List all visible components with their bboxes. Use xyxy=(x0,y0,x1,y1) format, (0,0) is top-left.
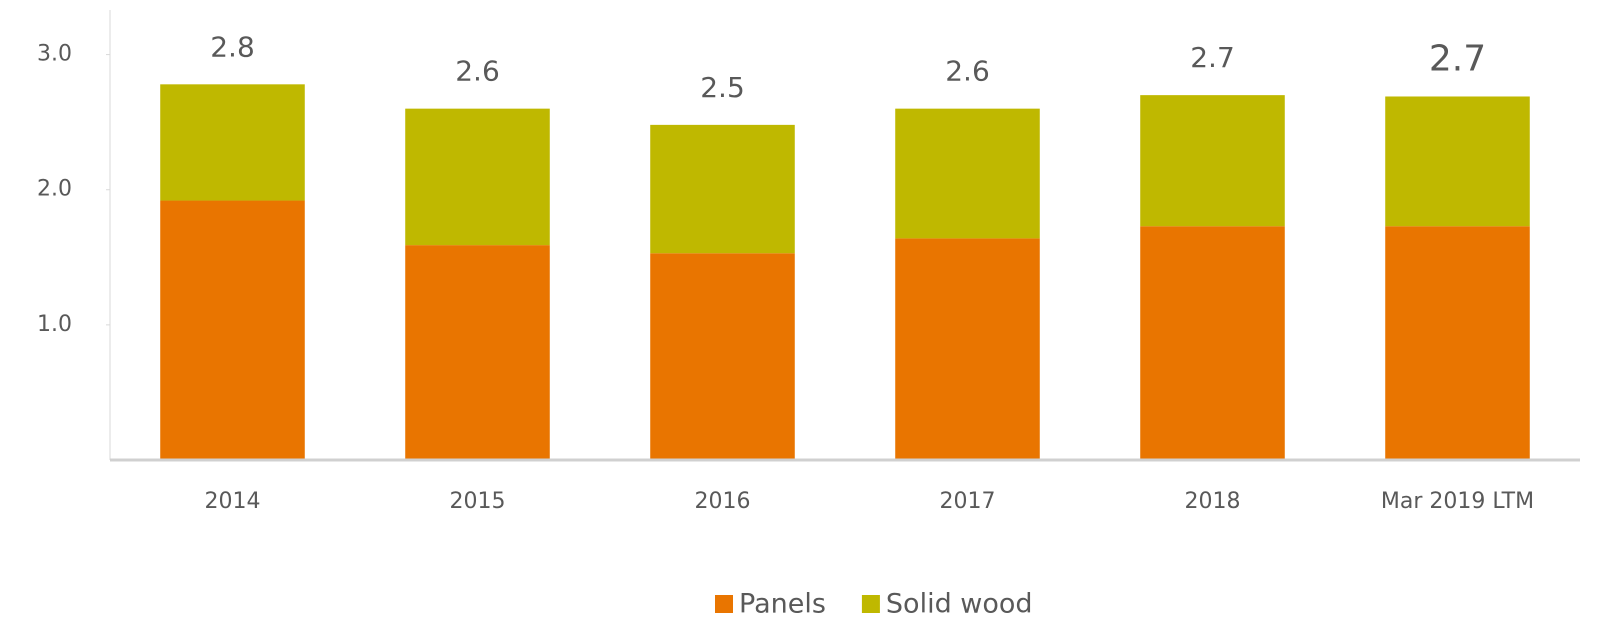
y-tick-label: 3.0 xyxy=(37,42,72,67)
bar-segment xyxy=(405,245,550,460)
x-tick-label: 2016 xyxy=(695,489,751,514)
y-tick-label: 2.0 xyxy=(37,177,72,202)
total-label: 2.5 xyxy=(700,71,745,104)
total-label: 2.7 xyxy=(1429,38,1486,79)
x-tick-label: 2017 xyxy=(940,489,996,514)
bar-segment xyxy=(650,253,795,460)
legend-label: Panels xyxy=(739,589,826,620)
x-tick-label: Mar 2019 LTM xyxy=(1381,489,1534,514)
bar-segment xyxy=(1385,96,1530,227)
legend-swatch xyxy=(715,595,733,613)
total-label: 2.6 xyxy=(945,55,990,88)
bar-segment xyxy=(160,84,305,201)
total-label: 2.7 xyxy=(1190,41,1235,74)
bar-segment xyxy=(895,108,1040,239)
bar-segment xyxy=(1140,226,1285,460)
bar-segment xyxy=(650,124,795,254)
bar-segment xyxy=(160,200,305,461)
bar-segment xyxy=(1140,95,1285,227)
x-tick-label: 2014 xyxy=(205,489,261,514)
legend-swatch xyxy=(861,595,880,613)
bar-segment xyxy=(405,108,550,246)
y-tick-label: 1.0 xyxy=(37,312,72,337)
total-label: 2.8 xyxy=(210,30,255,63)
x-tick-label: 2018 xyxy=(1185,489,1241,514)
bar-segment xyxy=(895,238,1040,460)
legend-label: Solid wood xyxy=(886,589,1033,620)
x-tick-label: 2015 xyxy=(450,489,506,514)
bar-segment xyxy=(1385,226,1530,460)
total-label: 2.6 xyxy=(455,55,500,88)
